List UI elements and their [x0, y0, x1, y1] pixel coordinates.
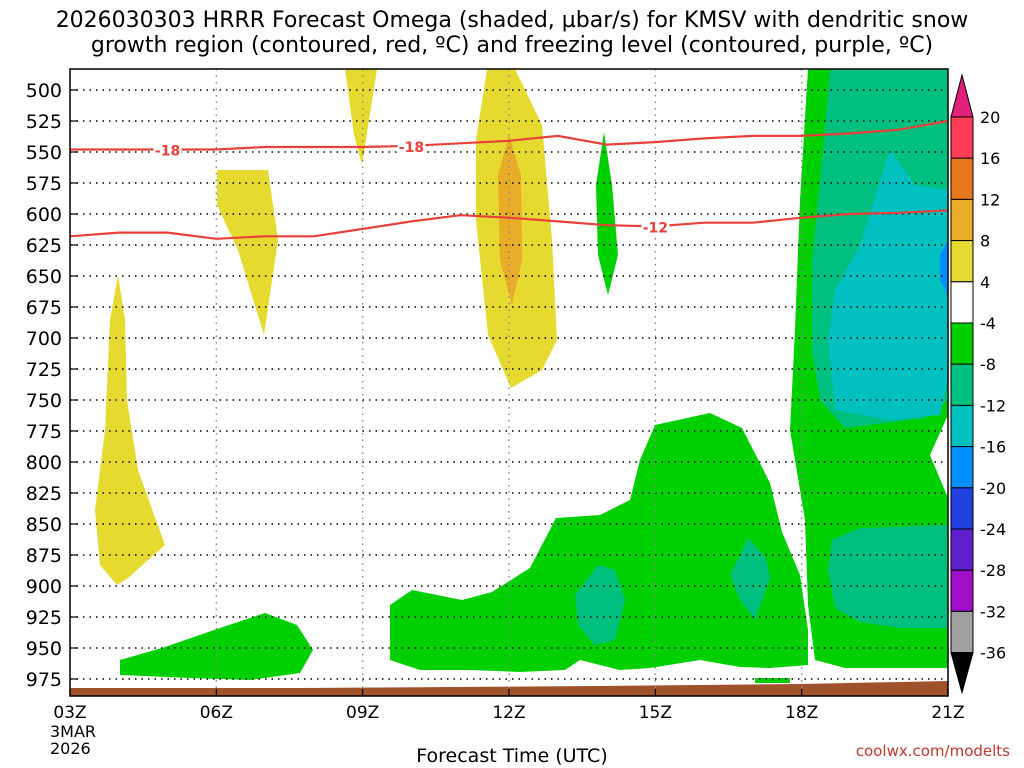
omega-region-positive	[345, 69, 377, 165]
colorbar-segment	[950, 198, 974, 242]
isotherm-label-bg	[397, 136, 426, 154]
y-tick-label: 925	[26, 607, 62, 629]
y-tick-label: 750	[26, 390, 62, 412]
ground-terrain	[70, 681, 948, 696]
colorbar-tick-label: -20	[980, 479, 1006, 498]
colorbar-tick-label: -4	[980, 314, 996, 333]
colorbar-tick-label: -8	[980, 355, 996, 374]
colorbar-tick-label: -12	[980, 396, 1006, 415]
colorbar-tick-label: 8	[980, 232, 990, 251]
y-tick-label: 850	[26, 514, 62, 536]
y-tick-label: 525	[26, 111, 62, 133]
y-tick-label: 900	[26, 576, 62, 598]
isotherm-label-bg	[153, 140, 182, 158]
y-tick-label: 775	[26, 421, 62, 443]
y-tick-label: 625	[26, 235, 62, 257]
omega-shading	[95, 69, 948, 683]
y-tick-label: 675	[26, 297, 62, 319]
omega-region-negative	[596, 132, 618, 295]
isotherm-line	[69, 209, 949, 240]
y-tick-label: 800	[26, 452, 62, 474]
isotherm-label-bg	[641, 217, 670, 235]
colorbar-segment	[950, 569, 974, 612]
y-axis: 500 525 550 575 600 625 650 675 700 725 750 775 800 8…	[26, 80, 78, 691]
colorbar-segment	[950, 404, 974, 448]
omega-region-positive	[95, 275, 165, 585]
omega-region-negative-strong	[828, 525, 948, 628]
colorbar-segment	[950, 322, 974, 365]
colorbar-segment	[950, 363, 974, 406]
colorbar-segment	[950, 446, 974, 489]
x-start-date: 2026	[50, 739, 91, 758]
source-credit[interactable]: coolwx.com/modelts	[855, 742, 1010, 760]
omega-region-positive-strong	[498, 135, 522, 305]
dgz-isotherms: -18 -18 -12	[69, 119, 949, 240]
y-tick-label: 600	[26, 204, 62, 226]
x-start-date: 3MAR	[50, 722, 96, 741]
omega-region-negative	[755, 678, 790, 683]
x-tick-label: 03Z	[53, 703, 86, 723]
omega-region-negative-strong	[730, 538, 770, 620]
colorbar-tick-label: 12	[980, 190, 1000, 209]
colorbar-top-arrow	[950, 73, 974, 118]
x-tick-label: 06Z	[200, 703, 233, 723]
isotherm-label: -18	[399, 140, 424, 156]
grid-lines	[70, 69, 948, 696]
colorbar-tick-label: -32	[980, 602, 1006, 621]
omega-region-positive	[217, 170, 278, 335]
colorbar-tick-label: -36	[980, 644, 1006, 663]
y-tick-label: 700	[26, 328, 62, 350]
y-tick-label: 550	[26, 142, 62, 164]
colorbar-segment	[950, 240, 974, 283]
omega-region-negative-strongest	[940, 240, 948, 295]
omega-region-negative-stronger	[828, 150, 948, 420]
x-tick-label: 15Z	[639, 703, 672, 723]
isotherm-label: -12	[643, 220, 668, 236]
colorbar-tick-label: -28	[980, 561, 1006, 580]
y-tick-label: 650	[26, 266, 62, 288]
colorbar-tick-label: 16	[980, 149, 1000, 168]
colorbar-segment	[950, 528, 974, 571]
x-tick-label: 21Z	[931, 703, 964, 723]
y-tick-label: 725	[26, 359, 62, 381]
colorbar-segment	[950, 487, 974, 530]
x-tick-label: 09Z	[346, 703, 379, 723]
x-tick-label: 12Z	[492, 703, 525, 723]
colorbar-tick-label: -24	[980, 520, 1006, 539]
isotherm-label: -18	[155, 144, 180, 160]
isotherm-line	[70, 119, 949, 151]
omega-region-negative	[120, 613, 313, 680]
y-tick-label: 825	[26, 483, 62, 505]
plot-frame	[69, 68, 949, 697]
y-tick-label: 575	[26, 173, 62, 195]
colorbar-segment	[950, 116, 974, 159]
y-tick-label: 875	[26, 545, 62, 567]
colorbar-segment	[950, 281, 974, 324]
colorbar-tick-label: -16	[980, 438, 1006, 457]
colorbar-segment	[950, 610, 974, 654]
x-axis-title: Forecast Time (UTC)	[416, 745, 608, 767]
x-tick-label: 18Z	[785, 703, 818, 723]
y-tick-label: 950	[26, 638, 62, 660]
colorbar-tick-label: 20	[980, 108, 1000, 127]
y-tick-label: 500	[26, 80, 62, 102]
omega-region-negative-strong	[575, 565, 625, 645]
omega-region-negative	[390, 413, 808, 672]
colorbar-bottom-arrow	[950, 652, 974, 695]
colorbar: 20 16 12 8 4 -4 -8 -12 -16 -20 -24 -28 -32 -36	[950, 73, 1006, 695]
colorbar-segment	[950, 157, 974, 200]
chart-title: 2026030303 HRRR Forecast Omega (shaded, …	[55, 8, 969, 58]
y-tick-label: 975	[26, 669, 62, 691]
colorbar-tick-label: 4	[980, 273, 990, 292]
